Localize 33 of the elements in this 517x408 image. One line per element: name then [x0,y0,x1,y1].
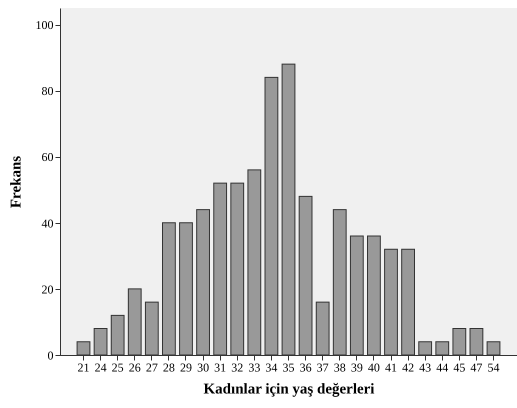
y-tick-label: 100 [36,18,54,32]
x-tick-label: 40 [368,360,380,374]
y-tick-label: 20 [42,282,54,296]
y-tick-label: 60 [42,150,54,164]
x-tick-label: 41 [385,360,398,374]
x-tick-label: 35 [282,360,294,374]
x-tick-label: 43 [419,360,432,374]
x-tick-label: 33 [248,360,260,374]
y-axis-title: Frekans [8,156,24,208]
x-tick-label: 27 [146,360,158,374]
x-tick-label: 29 [180,360,192,374]
y-tick-label: 80 [42,84,54,98]
x-tick-label: 45 [453,360,466,374]
x-tick-label: 26 [128,360,141,374]
x-tick-label: 47 [470,360,482,374]
x-tick-label: 39 [350,360,363,374]
x-tick-label: 30 [197,360,210,374]
x-tick-label: 34 [265,360,278,374]
x-tick-label: 25 [112,360,124,374]
y-tick-label: 0 [48,348,54,362]
x-tick-label: 24 [94,360,107,374]
x-tick-label: 31 [214,360,226,374]
x-tick-label: 38 [334,360,346,374]
x-tick-label: 42 [402,360,414,374]
x-tick-label: 28 [162,360,175,374]
x-tick-label: 37 [316,360,329,374]
x-tick-label: 36 [300,360,312,374]
x-tick-label: 54 [488,360,500,374]
x-tick-label: 21 [77,360,90,374]
x-tick-label: 32 [231,360,244,374]
x-axis-title: Kadınlar için yaş değerleri [204,382,374,398]
x-tick-label: 44 [436,360,448,374]
y-tick-label: 40 [42,216,54,230]
